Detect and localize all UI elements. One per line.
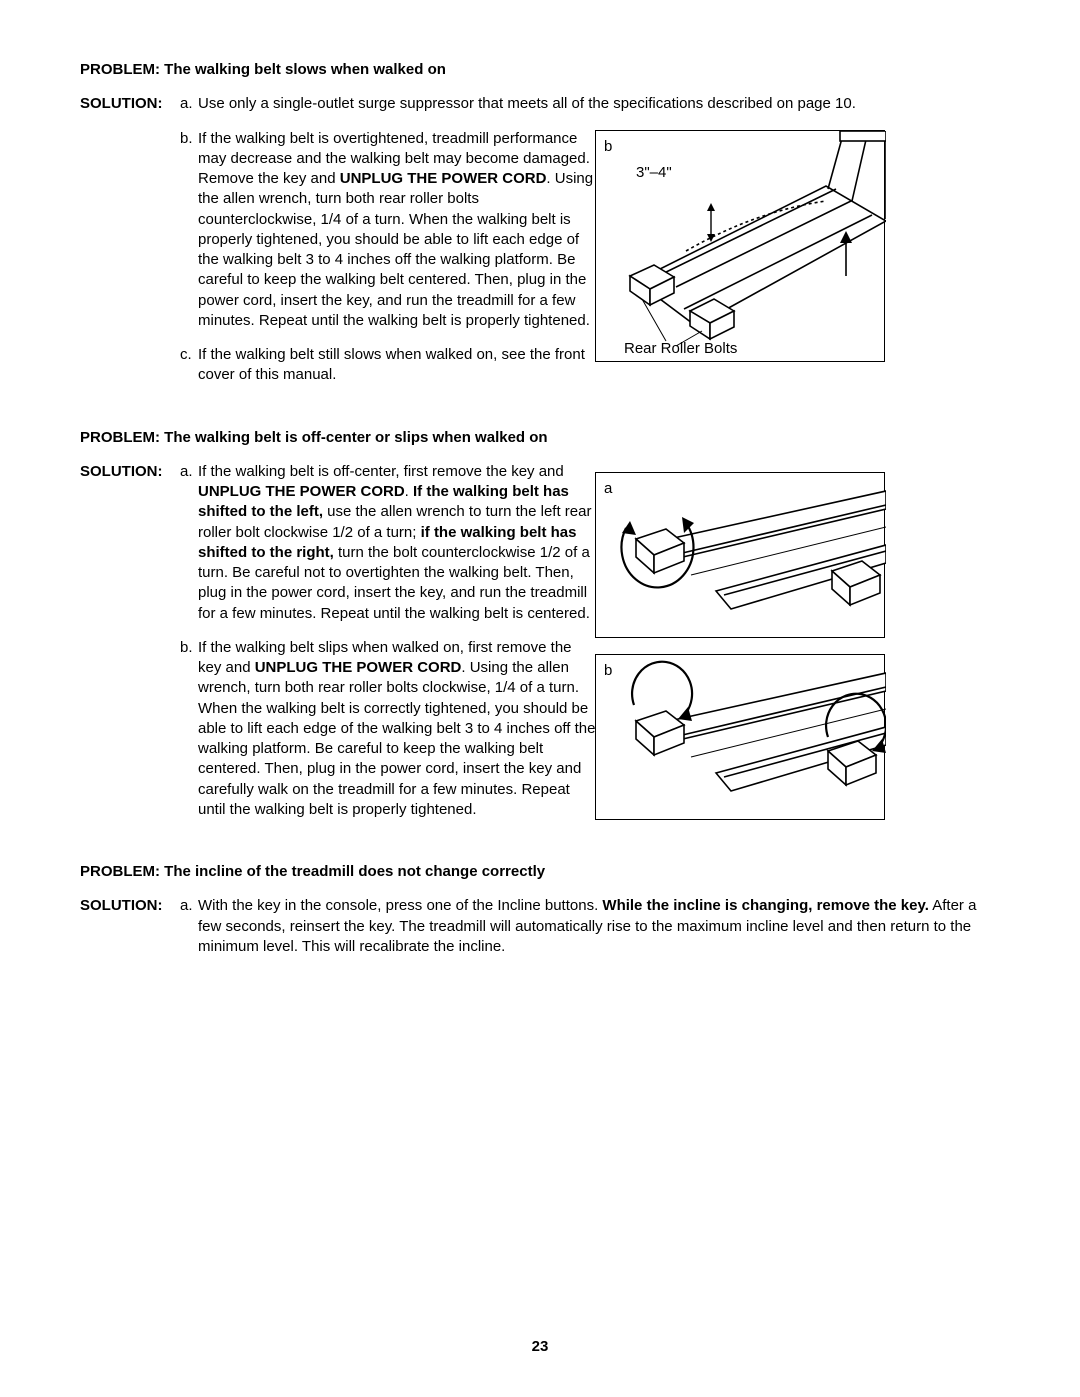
solution-row: SOLUTION: a. With the key in the console… (80, 896, 1000, 971)
item-text: If the walking belt is overtightened, tr… (198, 129, 598, 332)
figure-label: b (604, 137, 612, 157)
item-text: Use only a single-outlet surge suppresso… (198, 94, 1000, 114)
problem-text: The incline of the treadmill does not ch… (164, 863, 545, 880)
item-text: If the walking belt is off-center, first… (198, 462, 598, 624)
figure-dimension-text: 3"–4" (636, 163, 672, 183)
troubleshoot-section-3: PROBLEM: The incline of the treadmill do… (80, 862, 1000, 971)
item-letter: a. (180, 462, 198, 482)
figure-b-belt-lift: b (595, 130, 885, 362)
figure-label: a (604, 479, 612, 499)
solution-item: a. With the key in the console, press on… (180, 896, 1000, 957)
problem-line: PROBLEM: The walking belt slows when wal… (80, 60, 1000, 80)
figure-caption: Rear Roller Bolts (624, 339, 737, 359)
solution-label: SOLUTION: (80, 896, 180, 916)
solution-items: a. With the key in the console, press on… (180, 896, 1000, 971)
figure-b-slips: b (595, 654, 885, 820)
figure-label: b (604, 661, 612, 681)
problem-label: PROBLEM: (80, 61, 160, 78)
problem-line: PROBLEM: The incline of the treadmill do… (80, 862, 1000, 882)
item-letter: b. (180, 638, 198, 658)
solution-label: SOLUTION: (80, 94, 180, 114)
item-letter: a. (180, 896, 198, 916)
problem-label: PROBLEM: (80, 863, 160, 880)
problem-label: PROBLEM: (80, 429, 160, 446)
problem-text: The walking belt slows when walked on (164, 61, 446, 78)
problem-line: PROBLEM: The walking belt is off-center … (80, 428, 1000, 448)
solution-label: SOLUTION: (80, 462, 180, 482)
treadmill-roller-left-icon (596, 473, 886, 639)
item-letter: b. (180, 129, 198, 149)
item-letter: a. (180, 94, 198, 114)
figure-a-offcenter: a (595, 472, 885, 638)
item-text: If the walking belt still slows when wal… (198, 345, 598, 386)
problem-text: The walking belt is off-center or slips … (164, 429, 547, 446)
solution-item: a. Use only a single-outlet surge suppre… (180, 94, 1000, 114)
treadmill-roller-both-icon (596, 655, 886, 821)
page-number: 23 (0, 1337, 1080, 1357)
item-letter: c. (180, 345, 198, 365)
item-text: If the walking belt slips when walked on… (198, 638, 598, 820)
item-text: With the key in the console, press one o… (198, 896, 1000, 957)
